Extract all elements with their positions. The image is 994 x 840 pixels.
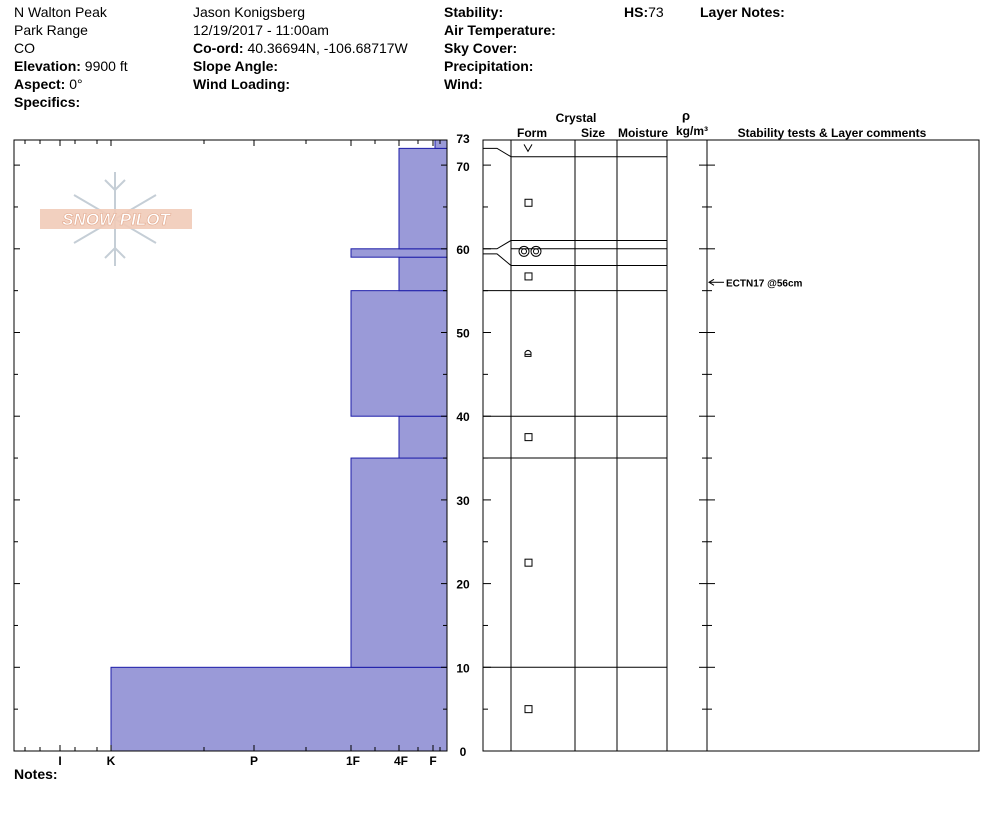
wind-loading-field: Wind Loading: xyxy=(193,75,290,93)
faceted-crystal-icon-7 xyxy=(524,705,533,714)
crystal-header: Crystal xyxy=(556,111,597,125)
coord-label: Co-ord: xyxy=(193,40,244,56)
sky-cover-field: Sky Cover: xyxy=(444,39,517,57)
hardness-label-I: I xyxy=(58,754,61,768)
melt-form-inner-icon-2-0 xyxy=(521,248,527,255)
hs-field: HS:73 xyxy=(624,3,664,21)
hardness-label-K: K xyxy=(107,754,116,768)
wind-label: Wind: xyxy=(444,76,483,92)
notes-field: Notes: xyxy=(14,765,58,783)
aspect-field: Aspect: 0° xyxy=(14,75,83,93)
height-axis-labels: 0 10 20 30 40 50 60 70 73 xyxy=(456,132,470,759)
hardness-label-4F: 4F xyxy=(394,754,408,768)
state-name: CO xyxy=(14,40,35,56)
height-label-0: 0 xyxy=(460,745,467,759)
height-label-50: 50 xyxy=(456,327,470,341)
hardness-layer-2 xyxy=(398,415,448,459)
height-label-73: 73 xyxy=(456,132,470,146)
hardness-graph-frame xyxy=(13,139,448,752)
coord-field: Co-ord: 40.36694N, -106.68717W xyxy=(193,39,408,57)
elevation-label: Elevation: xyxy=(14,58,81,74)
hardness-scale-labels: I K P 1F 4F F xyxy=(58,754,436,768)
hardness-ticks xyxy=(14,140,447,752)
hardness-layer-6 xyxy=(398,147,448,250)
hardness-layer-5 xyxy=(350,248,448,258)
layer-notes-label: Layer Notes: xyxy=(700,4,785,20)
density-unit-header: kg/m³ xyxy=(676,124,708,138)
layer-table-frame xyxy=(482,139,980,752)
melt-form-icon-2-1 xyxy=(530,245,542,257)
location-name: N Walton Peak xyxy=(14,4,107,20)
coord-value: 40.36694N, -106.68717W xyxy=(247,40,408,56)
snowpilot-logo: SNOW PILOT xyxy=(40,172,192,266)
hardness-layer-4 xyxy=(398,256,448,292)
elevation-field: Elevation: 9900 ft xyxy=(14,57,128,75)
layer-notes-field: Layer Notes: xyxy=(700,3,785,21)
height-label-30: 30 xyxy=(456,494,470,508)
specifics-field: Specifics: xyxy=(14,93,80,111)
mixed-form-icon-4 xyxy=(524,349,532,357)
rho-header: ρ xyxy=(682,108,690,123)
aspect-value: 0° xyxy=(69,76,83,92)
layer-connector-3 xyxy=(483,253,512,266)
faceted-crystal-icon-1 xyxy=(524,198,533,207)
observer-name: Jason Konigsberg xyxy=(193,4,306,20)
stability-test-label-0: ECTN17 @56cm xyxy=(726,278,803,289)
stability-label: Stability: xyxy=(444,4,504,20)
faceted-crystal-icon-6 xyxy=(524,558,533,567)
grain-form-symbols xyxy=(518,144,542,714)
melt-form-inner-icon-2-1 xyxy=(533,248,539,255)
sky-cover-label: Sky Cover: xyxy=(444,40,518,56)
slope-label: Slope Angle: xyxy=(193,58,279,74)
air-temp-label: Air Temperature: xyxy=(444,22,556,38)
slope-field: Slope Angle: xyxy=(193,57,278,75)
stability-field: Stability: xyxy=(444,3,503,21)
air-temp-field: Air Temperature: xyxy=(444,21,556,39)
hardness-label-1F: 1F xyxy=(346,754,360,768)
precip-label: Precipitation: xyxy=(444,58,534,74)
range-name: Park Range xyxy=(14,22,88,38)
moisture-header: Moisture xyxy=(618,126,668,140)
stability-header: Stability tests & Layer comments xyxy=(738,126,927,140)
hardness-label-F: F xyxy=(429,754,436,768)
observation-datetime: 12/19/2017 - 11:00am xyxy=(193,22,329,38)
wind-field: Wind: xyxy=(444,75,483,93)
size-header: Size xyxy=(581,126,605,140)
logo-banner xyxy=(40,209,192,229)
wind-loading-label: Wind Loading: xyxy=(193,76,291,92)
layer-connector-1 xyxy=(483,147,512,158)
faceted-crystal-icon-5 xyxy=(524,433,533,442)
height-label-10: 10 xyxy=(456,661,470,675)
layer-connector-2 xyxy=(483,240,512,250)
logo-text: SNOW PILOT xyxy=(62,210,171,229)
aspect-label: Aspect: xyxy=(14,76,66,92)
surface-hoar-icon-0 xyxy=(523,144,533,153)
faceted-crystal-icon-3 xyxy=(524,272,533,281)
hardness-layer-0 xyxy=(110,666,448,752)
hardness-layer-3 xyxy=(350,290,448,417)
height-label-60: 60 xyxy=(456,243,470,257)
melt-form-icon-2-0 xyxy=(518,245,530,257)
specifics-label: Specifics: xyxy=(14,94,81,110)
height-label-40: 40 xyxy=(456,410,470,424)
hardness-layer-1 xyxy=(350,457,448,668)
hardness-layer-7 xyxy=(434,139,448,149)
stability-arrow-icon-0 xyxy=(708,278,715,286)
precip-field: Precipitation: xyxy=(444,57,533,75)
height-label-20: 20 xyxy=(456,578,470,592)
hardness-profile xyxy=(110,139,448,752)
hardness-label-P: P xyxy=(250,754,258,768)
hs-label: HS: xyxy=(624,4,649,20)
table-height-ticks xyxy=(483,164,715,752)
elevation-value: 9900 ft xyxy=(84,58,128,74)
form-header: Form xyxy=(517,126,547,140)
hs-value: 73 xyxy=(648,4,664,20)
height-label-70: 70 xyxy=(456,160,470,174)
stability-test-markers: ECTN17 @56cm xyxy=(708,278,803,289)
notes-label: Notes: xyxy=(14,766,58,782)
